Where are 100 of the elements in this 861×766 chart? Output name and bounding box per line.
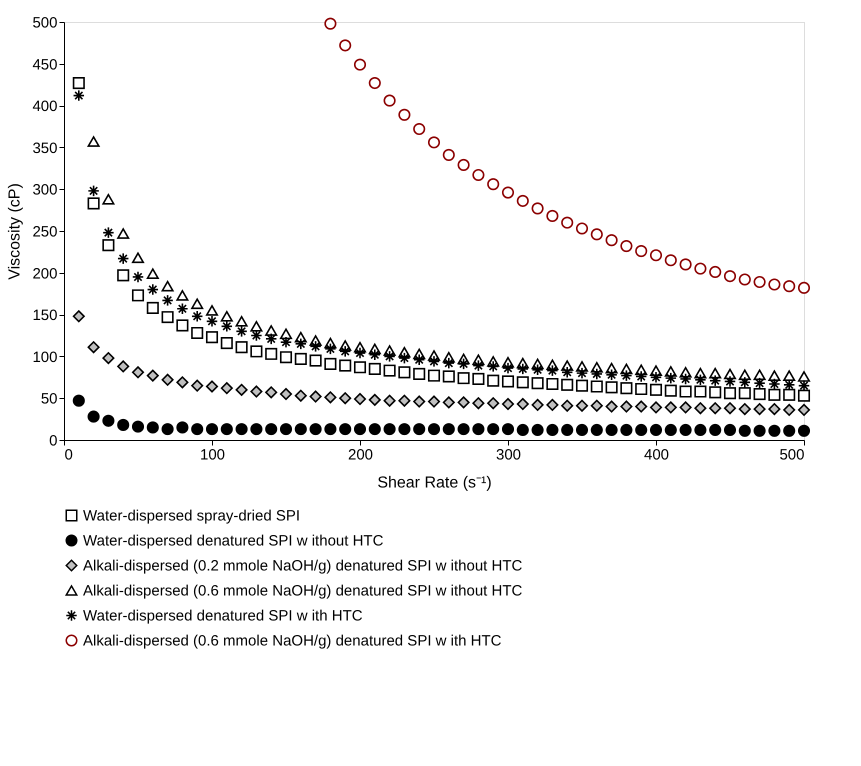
point bbox=[354, 347, 366, 360]
point bbox=[664, 384, 677, 397]
x-tick-label: 400 bbox=[644, 446, 670, 464]
point bbox=[294, 338, 307, 350]
point bbox=[738, 376, 751, 388]
point bbox=[220, 310, 233, 322]
point bbox=[191, 298, 204, 310]
point bbox=[339, 423, 352, 436]
point bbox=[561, 216, 574, 229]
point bbox=[532, 202, 544, 214]
point bbox=[413, 368, 426, 380]
point bbox=[709, 424, 722, 436]
point bbox=[176, 302, 188, 315]
point bbox=[487, 374, 500, 387]
point bbox=[398, 423, 410, 436]
point bbox=[590, 368, 603, 380]
point bbox=[294, 390, 307, 402]
point bbox=[664, 372, 677, 384]
point bbox=[354, 423, 366, 436]
point bbox=[709, 266, 722, 278]
point bbox=[694, 385, 706, 398]
x-axis-title: Shear Rate (s⁻¹) bbox=[377, 474, 492, 492]
point bbox=[768, 370, 780, 381]
point bbox=[724, 424, 736, 436]
point bbox=[368, 423, 381, 436]
x-tick-label: 300 bbox=[496, 446, 522, 464]
point bbox=[310, 423, 322, 436]
point bbox=[590, 380, 603, 393]
point bbox=[516, 398, 529, 410]
x-tick-label: 0 bbox=[64, 446, 73, 464]
point bbox=[680, 258, 692, 270]
point bbox=[798, 404, 810, 416]
y-tick-label: 450 bbox=[32, 56, 58, 74]
point bbox=[206, 380, 218, 393]
point bbox=[680, 424, 692, 436]
point bbox=[650, 401, 662, 414]
legend-label: Water-dispersed spray-dried SPI bbox=[83, 508, 300, 524]
point bbox=[724, 270, 736, 282]
point bbox=[635, 424, 648, 436]
point bbox=[606, 368, 618, 381]
point bbox=[561, 378, 574, 391]
point bbox=[428, 370, 440, 382]
point bbox=[487, 423, 500, 436]
point bbox=[590, 424, 603, 436]
point bbox=[442, 148, 455, 161]
point bbox=[620, 370, 632, 382]
point bbox=[398, 366, 410, 378]
point bbox=[384, 423, 396, 436]
point bbox=[576, 367, 588, 380]
point bbox=[413, 354, 426, 366]
y-tick-label: 350 bbox=[32, 140, 58, 157]
point bbox=[117, 228, 130, 239]
point bbox=[754, 276, 766, 288]
point bbox=[102, 414, 114, 427]
point bbox=[561, 400, 574, 412]
point bbox=[458, 423, 470, 436]
point bbox=[88, 410, 100, 423]
legend-label: Alkali-dispersed (0.2 mmole NaOH/g) denatured SPI w ithout HTC bbox=[83, 558, 523, 574]
point bbox=[516, 362, 529, 375]
point bbox=[384, 364, 396, 377]
point bbox=[294, 423, 307, 436]
y-tick-label: 50 bbox=[40, 390, 58, 408]
point bbox=[442, 370, 455, 383]
point bbox=[606, 400, 618, 413]
point bbox=[162, 374, 174, 386]
point bbox=[72, 76, 85, 90]
point bbox=[635, 370, 648, 383]
point bbox=[354, 58, 366, 71]
point bbox=[680, 401, 692, 414]
point bbox=[146, 283, 159, 296]
point bbox=[236, 341, 248, 354]
point bbox=[620, 424, 632, 436]
point bbox=[324, 423, 336, 436]
point bbox=[191, 423, 204, 436]
point bbox=[176, 421, 188, 434]
point bbox=[428, 136, 440, 148]
point bbox=[709, 402, 722, 414]
point bbox=[487, 397, 500, 410]
point bbox=[72, 310, 85, 322]
point bbox=[310, 354, 322, 367]
point bbox=[265, 423, 278, 436]
point bbox=[442, 423, 455, 436]
y-tick-label: 150 bbox=[32, 307, 58, 324]
point bbox=[324, 391, 336, 404]
point bbox=[754, 377, 766, 390]
y-tick-label: 500 bbox=[32, 14, 58, 32]
point bbox=[146, 302, 159, 314]
point bbox=[694, 424, 706, 436]
point bbox=[236, 384, 248, 396]
point bbox=[754, 369, 766, 380]
point bbox=[146, 268, 159, 279]
point bbox=[606, 234, 618, 246]
point bbox=[324, 342, 336, 355]
y-tick-label: 400 bbox=[32, 98, 58, 116]
point bbox=[576, 380, 588, 392]
point bbox=[398, 352, 410, 364]
point bbox=[768, 278, 780, 291]
point bbox=[576, 222, 588, 235]
point bbox=[206, 423, 218, 436]
point bbox=[783, 404, 796, 416]
